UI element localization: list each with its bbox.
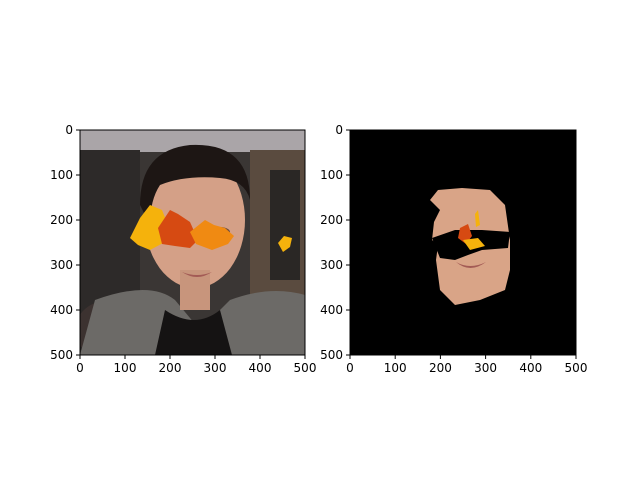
x-tick-label: 500 (294, 361, 317, 375)
leaf-icon (278, 236, 292, 252)
leaf-icon (130, 205, 168, 250)
x-tick-label: 200 (159, 361, 182, 375)
y-tick-label: 100 (320, 168, 343, 182)
x-tick-label: 300 (204, 361, 227, 375)
x-tick-label: 100 (384, 361, 407, 375)
y-tick-label: 100 (50, 168, 73, 182)
leaf-icon (158, 210, 198, 248)
y-tick-label: 0 (335, 123, 343, 137)
left-axes-frame (79, 129, 306, 356)
leaf-overlay-left (130, 205, 292, 252)
y-tick-label: 300 (50, 258, 73, 272)
y-tick-label: 400 (320, 303, 343, 317)
x-tick-label: 0 (346, 361, 354, 375)
y-tick-label: 300 (320, 258, 343, 272)
x-tick-label: 500 (565, 361, 588, 375)
y-tick-label: 0 (65, 123, 73, 137)
y-tick-label: 500 (320, 348, 343, 362)
photo-panel-left (80, 130, 305, 355)
photo-panel-right (350, 130, 576, 355)
y-tick-label: 200 (50, 213, 73, 227)
y-tick-label: 400 (50, 303, 73, 317)
x-tick-label: 400 (249, 361, 272, 375)
right-axes-frame (349, 129, 577, 356)
x-tick-label: 400 (519, 361, 542, 375)
x-tick-label: 0 (76, 361, 84, 375)
y-tick-label: 500 (50, 348, 73, 362)
y-tick-label: 200 (320, 213, 343, 227)
x-tick-label: 200 (429, 361, 452, 375)
leaf-icon (190, 220, 234, 250)
x-tick-label: 300 (474, 361, 497, 375)
x-tick-label: 100 (114, 361, 137, 375)
